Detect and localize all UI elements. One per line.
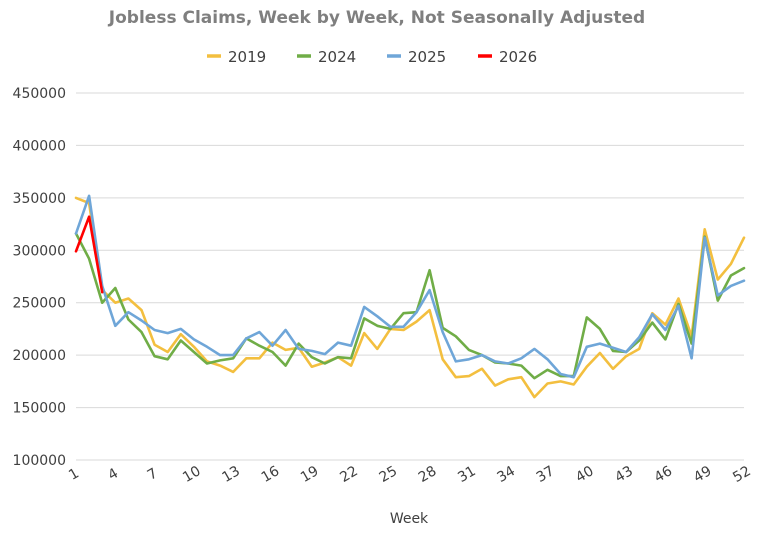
y-tick-label: 250000 bbox=[13, 296, 66, 312]
x-tick-label: 37 bbox=[534, 463, 557, 486]
x-tick-label: 52 bbox=[730, 463, 753, 486]
x-axis-title: Week bbox=[390, 511, 429, 527]
x-tick-label: 16 bbox=[259, 463, 283, 486]
legend-label-2019: 2019 bbox=[228, 48, 266, 66]
x-tick-label: 7 bbox=[145, 465, 161, 483]
x-tick-label: 1 bbox=[66, 465, 82, 483]
x-axis-ticks: 1 4 7 10 13 16 19 22 25 28 31 34 37 40 43 46 49 52 bbox=[66, 463, 754, 486]
y-tick-label: 100000 bbox=[13, 453, 66, 469]
y-tick-label: 450000 bbox=[13, 86, 66, 102]
x-tick-label: 10 bbox=[180, 463, 203, 486]
y-tick-label: 300000 bbox=[13, 243, 66, 259]
x-tick-label: 31 bbox=[455, 463, 478, 486]
x-tick-label: 13 bbox=[219, 463, 242, 486]
series-lines bbox=[74, 194, 746, 399]
x-tick-label: 19 bbox=[298, 463, 321, 486]
x-tick-label: 4 bbox=[105, 465, 121, 483]
y-tick-label: 150000 bbox=[13, 401, 66, 417]
series-line-2026 bbox=[74, 215, 104, 294]
gridlines bbox=[76, 92, 744, 461]
series-line-2024 bbox=[74, 232, 746, 380]
y-tick-label: 400000 bbox=[13, 138, 66, 154]
x-tick-label: 49 bbox=[691, 463, 714, 486]
x-tick-label: 46 bbox=[652, 463, 676, 486]
legend-label-2025: 2025 bbox=[408, 48, 446, 66]
legend-label-2024: 2024 bbox=[318, 48, 356, 66]
series-line-2025 bbox=[74, 194, 746, 379]
series-line-2019 bbox=[74, 196, 746, 399]
x-tick-label: 43 bbox=[612, 463, 635, 486]
y-tick-label: 350000 bbox=[13, 191, 66, 207]
x-tick-label: 25 bbox=[377, 463, 400, 486]
x-tick-label: 22 bbox=[337, 463, 360, 486]
legend: 2019 2024 2025 2026 bbox=[207, 48, 537, 66]
x-tick-label: 28 bbox=[416, 463, 439, 486]
x-tick-label: 40 bbox=[573, 463, 596, 486]
legend-label-2026: 2026 bbox=[499, 48, 537, 66]
x-tick-label: 34 bbox=[495, 463, 519, 486]
chart-title: Jobless Claims, Week by Week, Not Season… bbox=[108, 8, 645, 28]
y-axis-ticks: 100000 150000 200000 250000 300000 350000 4000… bbox=[13, 86, 66, 469]
y-tick-label: 200000 bbox=[13, 348, 66, 364]
